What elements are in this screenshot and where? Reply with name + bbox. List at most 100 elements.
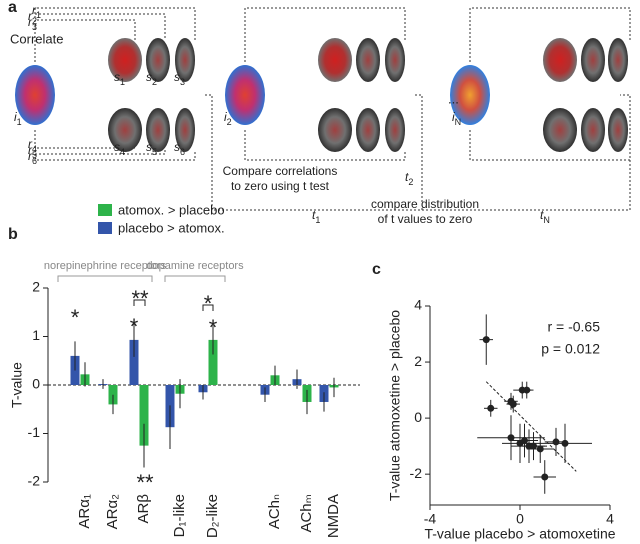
y-tick-label: 1 [32,327,40,343]
y-tick-label: 4 [414,297,422,313]
panel-label: a [8,0,17,16]
stat-annotation: p = 0.012 [541,341,600,357]
image-label-main: i [452,110,455,124]
bar [208,339,218,385]
panel-label: b [8,226,18,243]
fit-line [485,381,577,472]
x-tick-label: D₂-like [204,494,221,538]
panel-label: c [372,261,381,278]
t-label-main: t [405,170,409,184]
image-label: i1 [14,110,22,127]
legend-label: placebo > atomox. [118,220,225,235]
y-axis-label: T-value [9,362,25,408]
correlation-label: r2 [28,9,37,26]
ellipsis: ... [448,91,459,106]
y-tick-label: 2 [32,279,40,295]
t-label: tN [540,208,550,225]
subject-label-sub: 2 [152,77,157,87]
correlation-label: r3 [28,15,37,32]
diagram-lines [34,7,631,211]
image-label-sub: N [455,117,462,127]
image-label-main: i [14,110,17,124]
y-tick-label: -2 [28,473,41,489]
subject-label-main: s [174,70,180,84]
correlate-label: Correlate [10,31,63,46]
significance: * [130,314,139,339]
x-tick-label: NMDA [325,494,342,538]
correlation-label-sub: 5 [32,150,37,160]
point [523,386,531,394]
legend-swatch [98,222,112,234]
sig-bracket [202,304,214,311]
subject-label: s5 [146,140,157,157]
x-tick-label: ARβ [135,494,152,524]
group-label: dopamine receptors [146,260,244,272]
t-label-main: t [312,208,316,222]
subject-label-main: s [146,70,152,84]
x-tick-label: 4 [606,511,614,527]
x-tick-label: 0 [516,511,524,527]
x-tick-label: ARα₂ [104,494,121,530]
legend-label: atomox. > placebo [118,202,225,217]
x-tick-label: AChₙ [266,494,283,529]
point [541,473,549,481]
point [509,400,517,408]
subject-label: s3 [174,70,185,87]
legend: atomox. > placebo placebo > atomox. [98,202,225,235]
significance: * [204,291,213,316]
legend-swatch [98,204,112,216]
compare-text: of t values to zero [378,212,473,226]
y-tick-label: 0 [32,376,40,392]
subject-label: s1 [114,70,125,87]
correlation-label: r5 [28,143,37,160]
sig-bracket [133,299,146,306]
subject-label-sub: 6 [180,147,185,157]
compare-text: Compare correlations [223,164,338,178]
x-tick-label: ARα₁ [76,494,93,529]
correlation-label-sub: 4 [32,144,37,154]
subject-label-sub: 3 [180,77,185,87]
subject-label-main: s [114,140,120,154]
point [530,442,537,450]
correlation-label: r6 [28,149,37,166]
compare-text: to zero using t test [231,179,330,193]
y-tick-label: -1 [28,424,41,440]
t-label: t1 [312,208,320,225]
y-tick-label: 2 [414,353,422,369]
subject-label-main: s [114,70,120,84]
correlation-label-sub: 3 [32,22,37,32]
point [507,434,515,442]
correlation-label-sub: 6 [32,156,37,166]
significance: * [71,305,80,330]
bar [129,339,139,385]
significance: ** [131,286,149,311]
x-tick-label: AChₘ [298,494,315,533]
t-label-sub: 2 [408,177,413,187]
y-axis-label: T-value atomoxetine > placebo [387,310,403,501]
correlation-label: r4 [28,137,37,154]
point [552,438,560,446]
point [561,439,569,447]
image-label-main: i [224,110,227,124]
subject-label-sub: 1 [120,77,125,87]
x-axis-label: T-value placebo > atomoxetine [424,526,615,542]
image-label: iN [452,110,461,127]
significance: ** [136,470,154,495]
correlation-label-main: r [28,137,33,151]
x-tick-label: D₁-like [171,494,188,537]
correlation-label-main: r [28,143,33,157]
group-bracket [164,275,226,282]
subject-label-main: s [146,140,152,154]
correlation-label-main: r [32,3,37,17]
subject-label: s6 [174,140,185,157]
stat-annotation: r = -0.65 [547,319,600,335]
correlation-label: r1 [32,3,41,20]
image-label-sub: 2 [227,117,232,127]
image-label: i2 [224,110,232,127]
point [482,336,490,344]
subject-label-sub: 5 [152,147,157,157]
correlation-label-sub: 2 [32,16,37,26]
compare-text: compare distribution [371,197,479,211]
t-label: t2 [405,170,413,187]
group-label: norepinephrine receptors [44,260,167,272]
